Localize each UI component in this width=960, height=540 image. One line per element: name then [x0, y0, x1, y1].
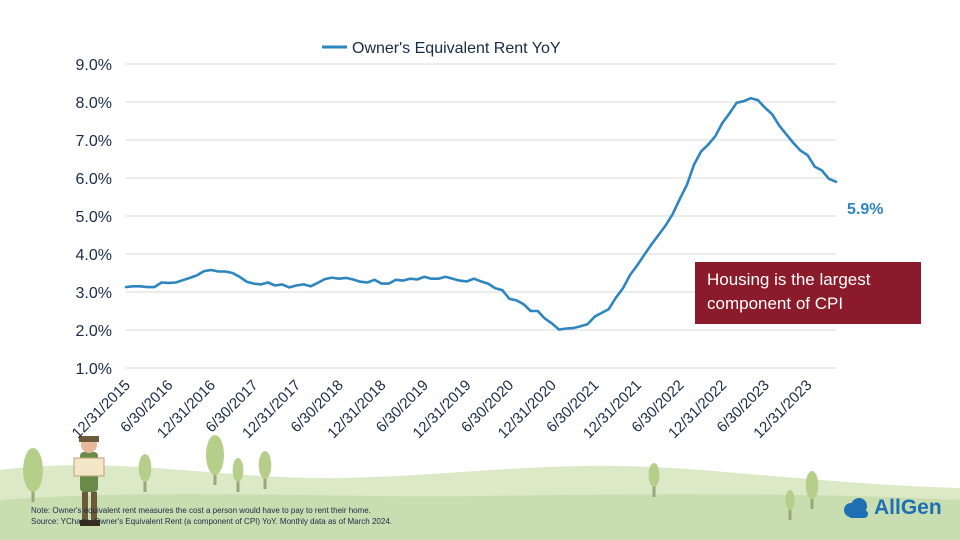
- legend: Owner's Equivalent Rent YoY: [322, 40, 561, 57]
- legend-label: Owner's Equivalent Rent YoY: [352, 40, 561, 57]
- logo-text: AllGen: [874, 496, 942, 519]
- y-tick-label: 9.0%: [76, 57, 112, 74]
- tree: [785, 490, 795, 520]
- end-value-label: 5.9%: [847, 201, 883, 218]
- y-tick-label: 4.0%: [76, 247, 112, 264]
- callout-line-2: component of CPI: [707, 294, 844, 313]
- footnote-source: Source: YCharts. Owner's Equivalent Rent…: [31, 517, 392, 526]
- y-tick-label: 3.0%: [76, 285, 112, 302]
- series: [124, 96, 838, 331]
- y-tick-label: 7.0%: [76, 133, 112, 150]
- y-tick-label: 6.0%: [76, 171, 112, 188]
- hiker-illustration: [73, 436, 105, 526]
- callout-box: Housing is the largest component of CPI: [695, 262, 921, 324]
- trees: [23, 435, 819, 520]
- tree: [805, 471, 819, 509]
- tree: [138, 454, 152, 492]
- footnote-note: Note: Owner's equivalent rent measures t…: [31, 506, 371, 515]
- x-axis-ticks: 12/31/20156/30/201612/31/20166/30/201712…: [69, 377, 816, 442]
- background-landscape: [0, 465, 960, 540]
- y-axis-ticks: 1.0% 2.0% 3.0% 4.0% 5.0% 6.0% 7.0% 8.0% 9.0%: [76, 57, 112, 378]
- tree: [23, 448, 43, 502]
- tree: [258, 451, 272, 489]
- hill-front: [0, 493, 960, 540]
- y-tick-label: 5.0%: [76, 209, 112, 226]
- y-tick-label: 2.0%: [76, 323, 112, 340]
- y-tick-label: 1.0%: [76, 361, 112, 378]
- company-logo: AllGen: [842, 493, 942, 523]
- footnote: Note: Owner's equivalent rent measures t…: [31, 505, 631, 527]
- tree: [648, 463, 660, 497]
- tree: [232, 458, 244, 492]
- cloud-icon: [844, 498, 868, 518]
- series-line: [124, 96, 838, 331]
- y-tick-label: 8.0%: [76, 95, 112, 112]
- tree: [206, 435, 224, 485]
- callout-line-1: Housing is the largest: [707, 270, 871, 289]
